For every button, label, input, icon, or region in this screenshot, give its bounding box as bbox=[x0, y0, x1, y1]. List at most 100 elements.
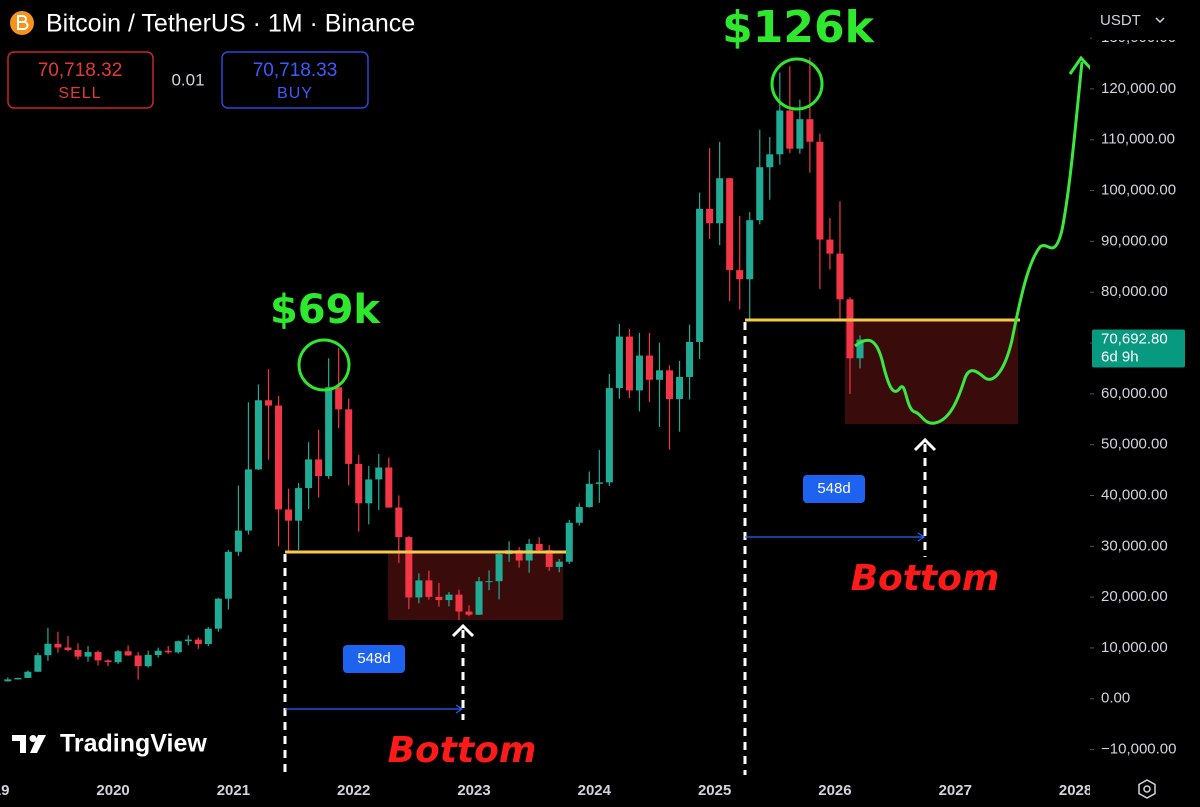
buy-label: BUY bbox=[277, 85, 313, 102]
candle-body bbox=[706, 208, 714, 224]
arrow-head bbox=[1068, 55, 1096, 75]
y-tick-label: −10,000.00 bbox=[1101, 741, 1177, 758]
bitcoin-glyph bbox=[17, 15, 29, 30]
candles bbox=[4, 57, 864, 682]
candle-body bbox=[585, 483, 593, 508]
y-tick-label: 40,000.00 bbox=[1101, 486, 1168, 503]
candle-body bbox=[74, 650, 82, 657]
candle-body bbox=[635, 355, 643, 391]
candle-body bbox=[144, 654, 152, 667]
x-tick-label: 2023 bbox=[457, 782, 490, 799]
candle-body bbox=[44, 643, 52, 656]
candle-body bbox=[345, 409, 353, 464]
candle-body bbox=[134, 655, 142, 667]
candle-body bbox=[676, 376, 684, 400]
candle-body bbox=[395, 507, 403, 538]
currency-box bbox=[1092, 0, 1200, 40]
candle-body bbox=[84, 652, 92, 657]
x-tick-label: 2027 bbox=[939, 782, 972, 799]
candle-body bbox=[224, 551, 232, 599]
candle-body bbox=[655, 370, 664, 380]
price-axis bbox=[1090, 0, 1200, 807]
candle-body bbox=[545, 550, 553, 567]
candle-body bbox=[696, 208, 704, 342]
candle-body bbox=[335, 387, 343, 410]
candle-body bbox=[475, 581, 483, 615]
candle-body bbox=[535, 543, 543, 551]
candle-body bbox=[295, 488, 303, 521]
candle-body bbox=[836, 253, 844, 300]
candle-body bbox=[54, 643, 62, 648]
candle-body bbox=[415, 580, 423, 598]
candle-body bbox=[174, 641, 182, 653]
y-tick-label: 120,000.00 bbox=[1101, 80, 1176, 97]
currency[interactable]: USDT bbox=[1100, 12, 1141, 29]
candle-body bbox=[716, 178, 724, 224]
candle-body bbox=[615, 336, 623, 389]
last-price-badge bbox=[1092, 329, 1185, 368]
peak-label: $69k bbox=[270, 287, 381, 333]
settings-icon[interactable] bbox=[1138, 779, 1156, 799]
range-label: 548d bbox=[357, 650, 390, 667]
peak-label: $126k bbox=[722, 2, 875, 53]
y-tick-label: 10,000.00 bbox=[1101, 639, 1168, 656]
candle-body bbox=[114, 651, 122, 663]
y-tick-label: 20,000.00 bbox=[1101, 588, 1168, 605]
candle-body bbox=[595, 482, 603, 484]
candle-body bbox=[776, 110, 784, 155]
candle-body bbox=[365, 479, 373, 504]
buy-button[interactable] bbox=[221, 51, 369, 109]
candle-body bbox=[264, 400, 273, 406]
settings-icon-center bbox=[1143, 785, 1151, 793]
candle-body bbox=[24, 671, 32, 678]
y-tick-label: 60,000.00 bbox=[1101, 385, 1168, 402]
candle-body bbox=[666, 370, 674, 400]
candle-body bbox=[455, 594, 463, 612]
bottom-zone bbox=[388, 552, 563, 620]
x-tick-label: 2021 bbox=[217, 782, 250, 799]
candle-body bbox=[375, 467, 383, 480]
candle-body bbox=[194, 639, 202, 645]
arrow-head bbox=[451, 623, 475, 638]
x-tick-label: 2020 bbox=[96, 782, 129, 799]
candle-body bbox=[124, 651, 132, 656]
candle-body bbox=[244, 469, 252, 531]
countdown: 6d 9h bbox=[1101, 348, 1139, 365]
x-tick-label: 2028 bbox=[1059, 782, 1092, 799]
candle-body bbox=[94, 652, 102, 661]
sell-button[interactable] bbox=[7, 51, 154, 109]
candle-body bbox=[746, 220, 754, 280]
y-tick-label: 0.00 bbox=[1101, 690, 1130, 707]
candle-body bbox=[565, 522, 573, 562]
dropdown-icon bbox=[1155, 17, 1165, 24]
candle-body bbox=[645, 355, 653, 380]
brand-logo bbox=[30, 735, 46, 753]
candle-body bbox=[726, 178, 734, 271]
x-tick-label: 2022 bbox=[337, 782, 370, 799]
candle-body bbox=[385, 467, 393, 508]
y-tick-label: 80,000.00 bbox=[1101, 283, 1168, 300]
bottom-label: Bottom bbox=[388, 730, 537, 771]
sell-price: 70,718.32 bbox=[38, 60, 123, 81]
candle-body bbox=[64, 647, 72, 651]
candle-body bbox=[405, 537, 413, 598]
range-badge bbox=[803, 475, 865, 503]
y-tick-label: 110,000.00 bbox=[1101, 131, 1175, 148]
candle-body bbox=[796, 119, 804, 149]
candle-body bbox=[485, 581, 493, 583]
candle-body bbox=[575, 507, 583, 523]
y-axis: −10,000.00 0.00 10,000.00 20,000.00 30,000.0… bbox=[1090, 29, 1177, 758]
x-tick-label: 2019 bbox=[0, 782, 9, 799]
spread: 0.01 bbox=[171, 70, 204, 89]
candle-body bbox=[104, 660, 112, 663]
symbol-title: Bitcoin / TetherUS · 1M · Binance bbox=[46, 10, 415, 38]
peak-circle bbox=[297, 338, 351, 392]
candle-body bbox=[806, 119, 814, 142]
buy-price: 70,718.33 bbox=[253, 60, 338, 81]
candle-body bbox=[214, 598, 222, 629]
candle-body bbox=[435, 596, 443, 601]
plot-area: 2019 2020 2021 2022 2023 2024 2025 2026 2027 2028 bbox=[0, 782, 1092, 799]
brand-logo bbox=[12, 735, 26, 753]
